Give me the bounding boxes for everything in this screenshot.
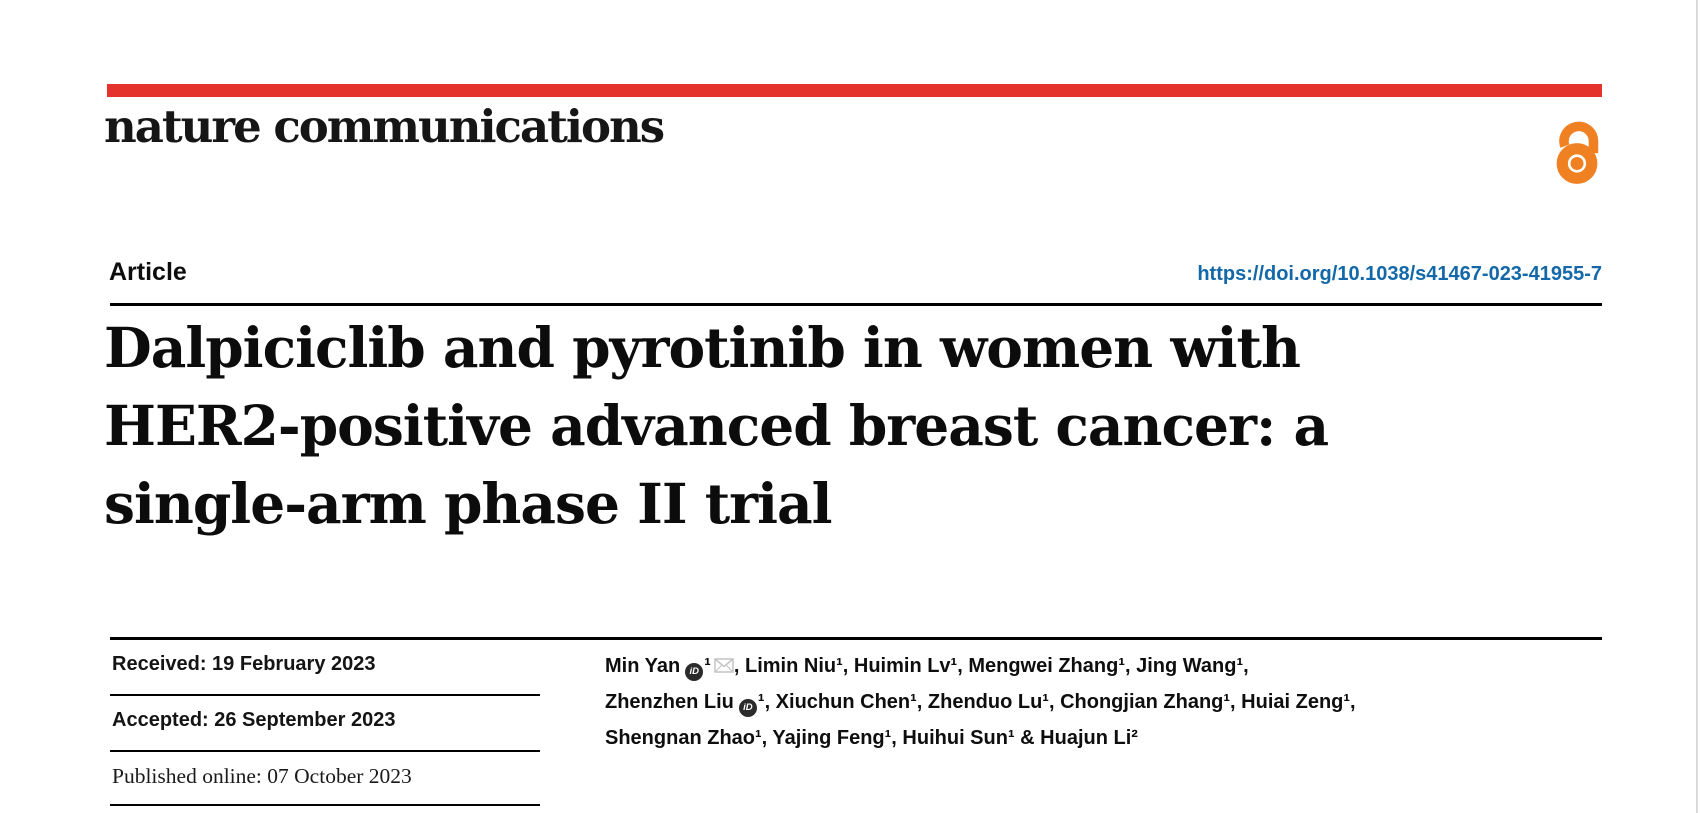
- article-title-line-2: HER2-positive advanced breast cancer: a: [104, 393, 1329, 458]
- author-line-3: Shengnan Zhao¹, Yajing Feng¹, Huihui Sun…: [605, 726, 1138, 749]
- date-divider-1: [110, 694, 540, 696]
- metadata-top-divider: [110, 637, 1602, 640]
- author-line-2-rest: , Xiuchun Chen¹, Zhenduo Lu¹, Chongjian …: [764, 691, 1356, 714]
- author-affiliation-sup: ¹: [757, 691, 765, 714]
- email-envelope-icon[interactable]: [714, 650, 734, 685]
- accepted-date: Accepted: 26 September 2023: [112, 709, 396, 731]
- received-date: Received: 19 February 2023: [112, 653, 376, 675]
- orcid-icon[interactable]: iD: [738, 698, 757, 717]
- doi-link[interactable]: https://doi.org/10.1038/s41467-023-41955…: [1197, 263, 1602, 285]
- header-divider: [110, 303, 1602, 306]
- date-divider-3: [110, 804, 540, 806]
- author-affiliation-sup: ¹: [704, 655, 711, 677]
- author-line-1: Min Yan iD ¹ , Limin Niu¹, Huimin Lv¹, Meng…: [605, 649, 1535, 685]
- author-name-zhenzhen-liu: Zhenzhen Liu: [605, 691, 734, 714]
- journal-logo: nature communications: [104, 100, 665, 153]
- date-divider-2: [110, 750, 540, 752]
- masthead-rule: [107, 84, 1602, 97]
- page-edge: [1696, 0, 1698, 813]
- article-title: Dalpiciclib and pyrotinib in women with …: [104, 309, 1564, 543]
- author-line-1-rest: , Limin Niu¹, Huimin Lv¹, Mengwei Zhang¹…: [733, 655, 1249, 677]
- published-date: Published online: 07 October 2023: [112, 764, 412, 788]
- author-list: Min Yan iD ¹, Limin Niu¹, Huimin Lv¹, Meng…: [605, 649, 1535, 756]
- article-type-label: Article: [109, 258, 187, 286]
- author-name-min-yan: Min Yan: [605, 655, 681, 677]
- article-title-line-1: Dalpiciclib and pyrotinib in women with: [104, 315, 1301, 380]
- open-access-icon: [1551, 106, 1603, 193]
- orcid-icon[interactable]: iD: [685, 662, 704, 681]
- author-line-2: Zhenzhen Liu iD ¹, Xiuchun Chen¹, Zhenduo …: [605, 685, 1535, 720]
- article-title-line-3: single-arm phase II trial: [104, 471, 833, 536]
